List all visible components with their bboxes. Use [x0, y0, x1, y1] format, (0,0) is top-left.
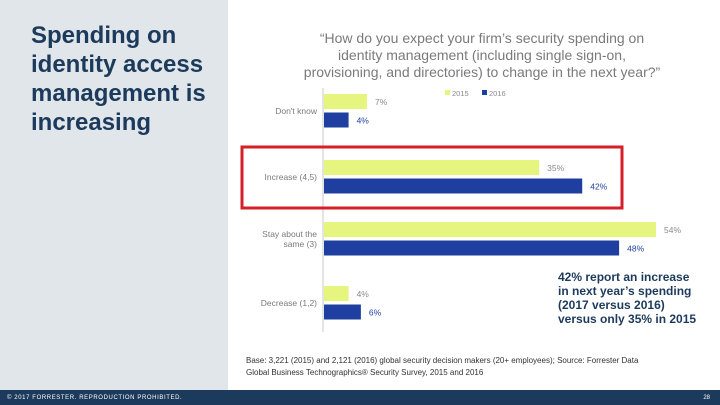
bar-2016-3: [324, 304, 361, 320]
bar-2015-1: [324, 160, 540, 175]
callout-line: 42% report an increase: [558, 270, 690, 284]
source-line: Global Business Technographics® Security…: [246, 368, 484, 377]
source-line: Base: 3,221 (2015) and 2,121 (2016) glob…: [246, 356, 639, 365]
data-label: 7%: [375, 97, 388, 107]
bar-2015-2: [324, 222, 656, 237]
bar-2016-0: [324, 112, 349, 128]
survey-question-line: “How do you expect your firm’s security …: [319, 30, 645, 46]
survey-question: “How do you expect your firm’s security …: [282, 30, 682, 81]
callout-line: (2017 versus 2016): [558, 298, 665, 312]
legend-swatch-2015: [445, 90, 450, 95]
callout-line: versus only 35% in 2015: [558, 312, 697, 326]
bar-2015-3: [324, 286, 349, 301]
title-panel: Spending on identity access management i…: [0, 0, 228, 405]
category-label: Decrease (1,2): [261, 298, 317, 308]
data-label: 48%: [627, 244, 644, 254]
data-label: 54%: [664, 225, 681, 235]
data-label: 4%: [357, 289, 370, 299]
bar-2016-2: [324, 240, 620, 256]
copyright-text: © 2017 FORRESTER. REPRODUCTION PROHIBITE…: [7, 395, 183, 401]
category-label: Increase (4,5): [265, 172, 318, 182]
data-label: 42%: [590, 182, 607, 192]
data-label: 4%: [357, 116, 370, 126]
legend-label-2016: 2016: [489, 89, 506, 98]
legend-swatch-2016: [482, 90, 487, 95]
survey-question-line: identity management (including single si…: [338, 47, 626, 63]
category-label: Stay about the: [262, 229, 317, 239]
data-label: 35%: [547, 163, 564, 173]
slide-title: Spending on identity access management i…: [31, 22, 206, 136]
legend-label-2015: 2015: [452, 89, 469, 98]
footer-bar: [0, 390, 720, 405]
callout-text: 42% report an increase in next year’s sp…: [558, 270, 708, 326]
category-label: same (3): [283, 239, 317, 249]
data-label: 6%: [369, 308, 382, 318]
page-number: 28: [703, 395, 710, 401]
bar-2016-1: [324, 178, 583, 194]
callout-line: in next year’s spending: [558, 284, 692, 298]
survey-question-line: provisioning, and directories) to change…: [303, 64, 661, 80]
category-label: Don't know: [275, 106, 318, 116]
source-note: Base: 3,221 (2015) and 2,121 (2016) glob…: [246, 355, 706, 379]
highlight-box: [240, 145, 624, 210]
bar-2015-0: [324, 94, 368, 109]
